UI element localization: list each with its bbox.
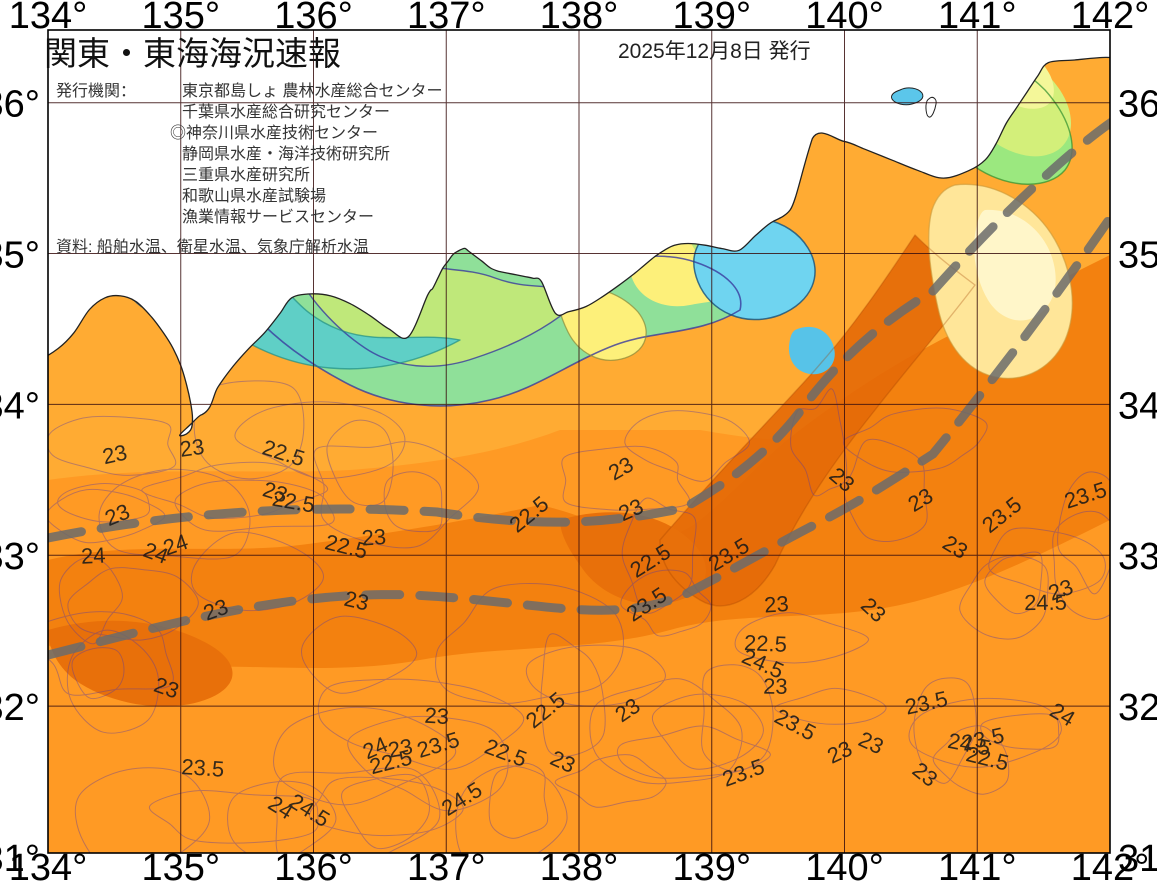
svg-text:32°: 32° [0,687,40,729]
svg-text:23: 23 [361,524,387,551]
svg-text:139°: 139° [672,847,751,882]
svg-text:141°: 141° [938,847,1017,882]
svg-text:24.5: 24.5 [1024,590,1067,616]
svg-text:135°: 135° [141,847,220,882]
svg-text:32°: 32° [1118,687,1157,729]
svg-text:漁業情報サービスセンター: 漁業情報サービスセンター [182,208,374,226]
svg-text:22.5: 22.5 [744,630,788,657]
svg-text:137°: 137° [407,0,486,37]
svg-text:資料: 船舶水温、衛星水温、気象庁解析水温: 資料: 船舶水温、衛星水温、気象庁解析水温 [56,238,369,256]
svg-text:138°: 138° [540,847,619,882]
svg-text:35°: 35° [0,235,40,277]
svg-text:発行機関：: 発行機関： [56,82,136,100]
svg-text:31°: 31° [1118,838,1157,880]
svg-text:和歌山県水産試験場: 和歌山県水産試験場 [182,187,326,205]
svg-text:36°: 36° [0,84,40,126]
svg-text:東京都島しょ 農林水産総合センター: 東京都島しょ 農林水産総合センター [182,82,442,100]
svg-text:23: 23 [763,591,789,618]
svg-text:35°: 35° [1118,235,1157,277]
svg-text:34°: 34° [1118,385,1157,427]
svg-text:140°: 140° [805,847,884,882]
svg-text:23: 23 [178,434,206,462]
svg-text:静岡県水産・海洋技術研究所: 静岡県水産・海洋技術研究所 [182,145,390,163]
svg-text:34°: 34° [0,385,40,427]
svg-text:137°: 137° [407,847,486,882]
svg-text:135°: 135° [141,0,220,37]
svg-text:関東・東海海況速報: 関東・東海海況速報 [44,35,341,72]
svg-text:136°: 136° [274,847,353,882]
svg-text:23: 23 [763,674,788,699]
svg-text:23.5: 23.5 [181,754,225,782]
svg-text:134°: 134° [9,0,88,37]
svg-text:36°: 36° [1118,84,1157,126]
svg-text:31°: 31° [0,838,40,880]
svg-text:140°: 140° [805,0,884,37]
svg-text:◎神奈川県水産技術センター: ◎神奈川県水産技術センター [170,124,378,142]
svg-text:139°: 139° [672,0,751,37]
svg-text:141°: 141° [938,0,1017,37]
svg-text:33°: 33° [0,536,40,578]
svg-text:142°: 142° [1071,0,1150,37]
svg-text:138°: 138° [540,0,619,37]
svg-text:136°: 136° [274,0,353,37]
svg-text:33°: 33° [1118,536,1157,578]
svg-text:三重県水産研究所: 三重県水産研究所 [182,166,310,184]
svg-text:2025年12月8日 発行: 2025年12月8日 発行 [618,40,811,63]
svg-text:千葉県水産総合研究センター: 千葉県水産総合研究センター [182,103,390,121]
